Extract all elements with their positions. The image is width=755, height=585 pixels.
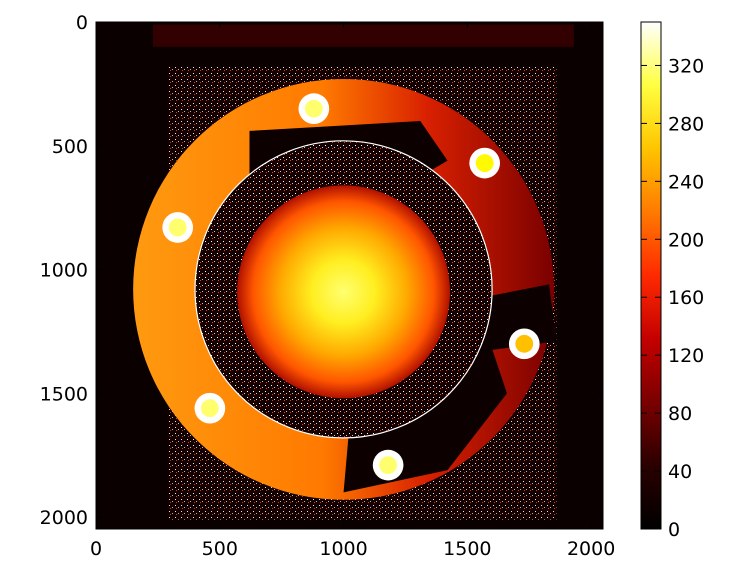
y-tick-label-500: 500 <box>52 136 88 158</box>
y-tick-label-0: 0 <box>76 12 88 34</box>
heatmap-center-spot <box>237 185 451 399</box>
colorbar-tick-label-40: 40 <box>668 461 692 483</box>
colorbar <box>640 21 662 530</box>
colorbar-tick-label-240: 240 <box>668 171 704 193</box>
colorbar-tick-label-0: 0 <box>668 519 680 541</box>
plot-frame <box>95 21 604 530</box>
colorbar-tick-label-120: 120 <box>668 345 704 367</box>
heatmap-top-band <box>152 24 574 47</box>
x-tick-label-1000: 1000 <box>319 538 367 560</box>
colorbar-tick-label-280: 280 <box>668 113 704 135</box>
x-tick-label-0: 0 <box>90 538 102 560</box>
colorbar-axis: 0 40 80 120 160 200 240 280 320 <box>641 55 704 541</box>
heatmap-hole-6 <box>379 456 398 475</box>
x-axis: 0 500 1000 1500 2000 <box>90 22 615 560</box>
x-tick-label-2000: 2000 <box>567 538 615 560</box>
heatmap-hole-4 <box>515 334 534 353</box>
heatmap-plot <box>96 22 603 529</box>
y-tick-label-2000: 2000 <box>40 507 88 529</box>
heatmap-hole-3 <box>168 218 187 237</box>
y-tick-label-1500: 1500 <box>40 383 88 405</box>
colorbar-tick-label-160: 160 <box>668 287 704 309</box>
heatmap-hole-5 <box>200 399 219 418</box>
y-tick-label-1000: 1000 <box>40 260 88 282</box>
colorbar-tick-label-200: 200 <box>668 229 704 251</box>
heatmap-hole-1 <box>304 99 323 118</box>
heatmap-hole-2 <box>475 154 494 173</box>
colorbar-tick-label-80: 80 <box>668 403 692 425</box>
x-tick-label-1500: 1500 <box>443 538 491 560</box>
y-axis: 0 500 1000 1500 2000 <box>40 12 603 529</box>
colorbar-tick-label-320: 320 <box>668 55 704 77</box>
x-tick-label-500: 500 <box>202 538 238 560</box>
